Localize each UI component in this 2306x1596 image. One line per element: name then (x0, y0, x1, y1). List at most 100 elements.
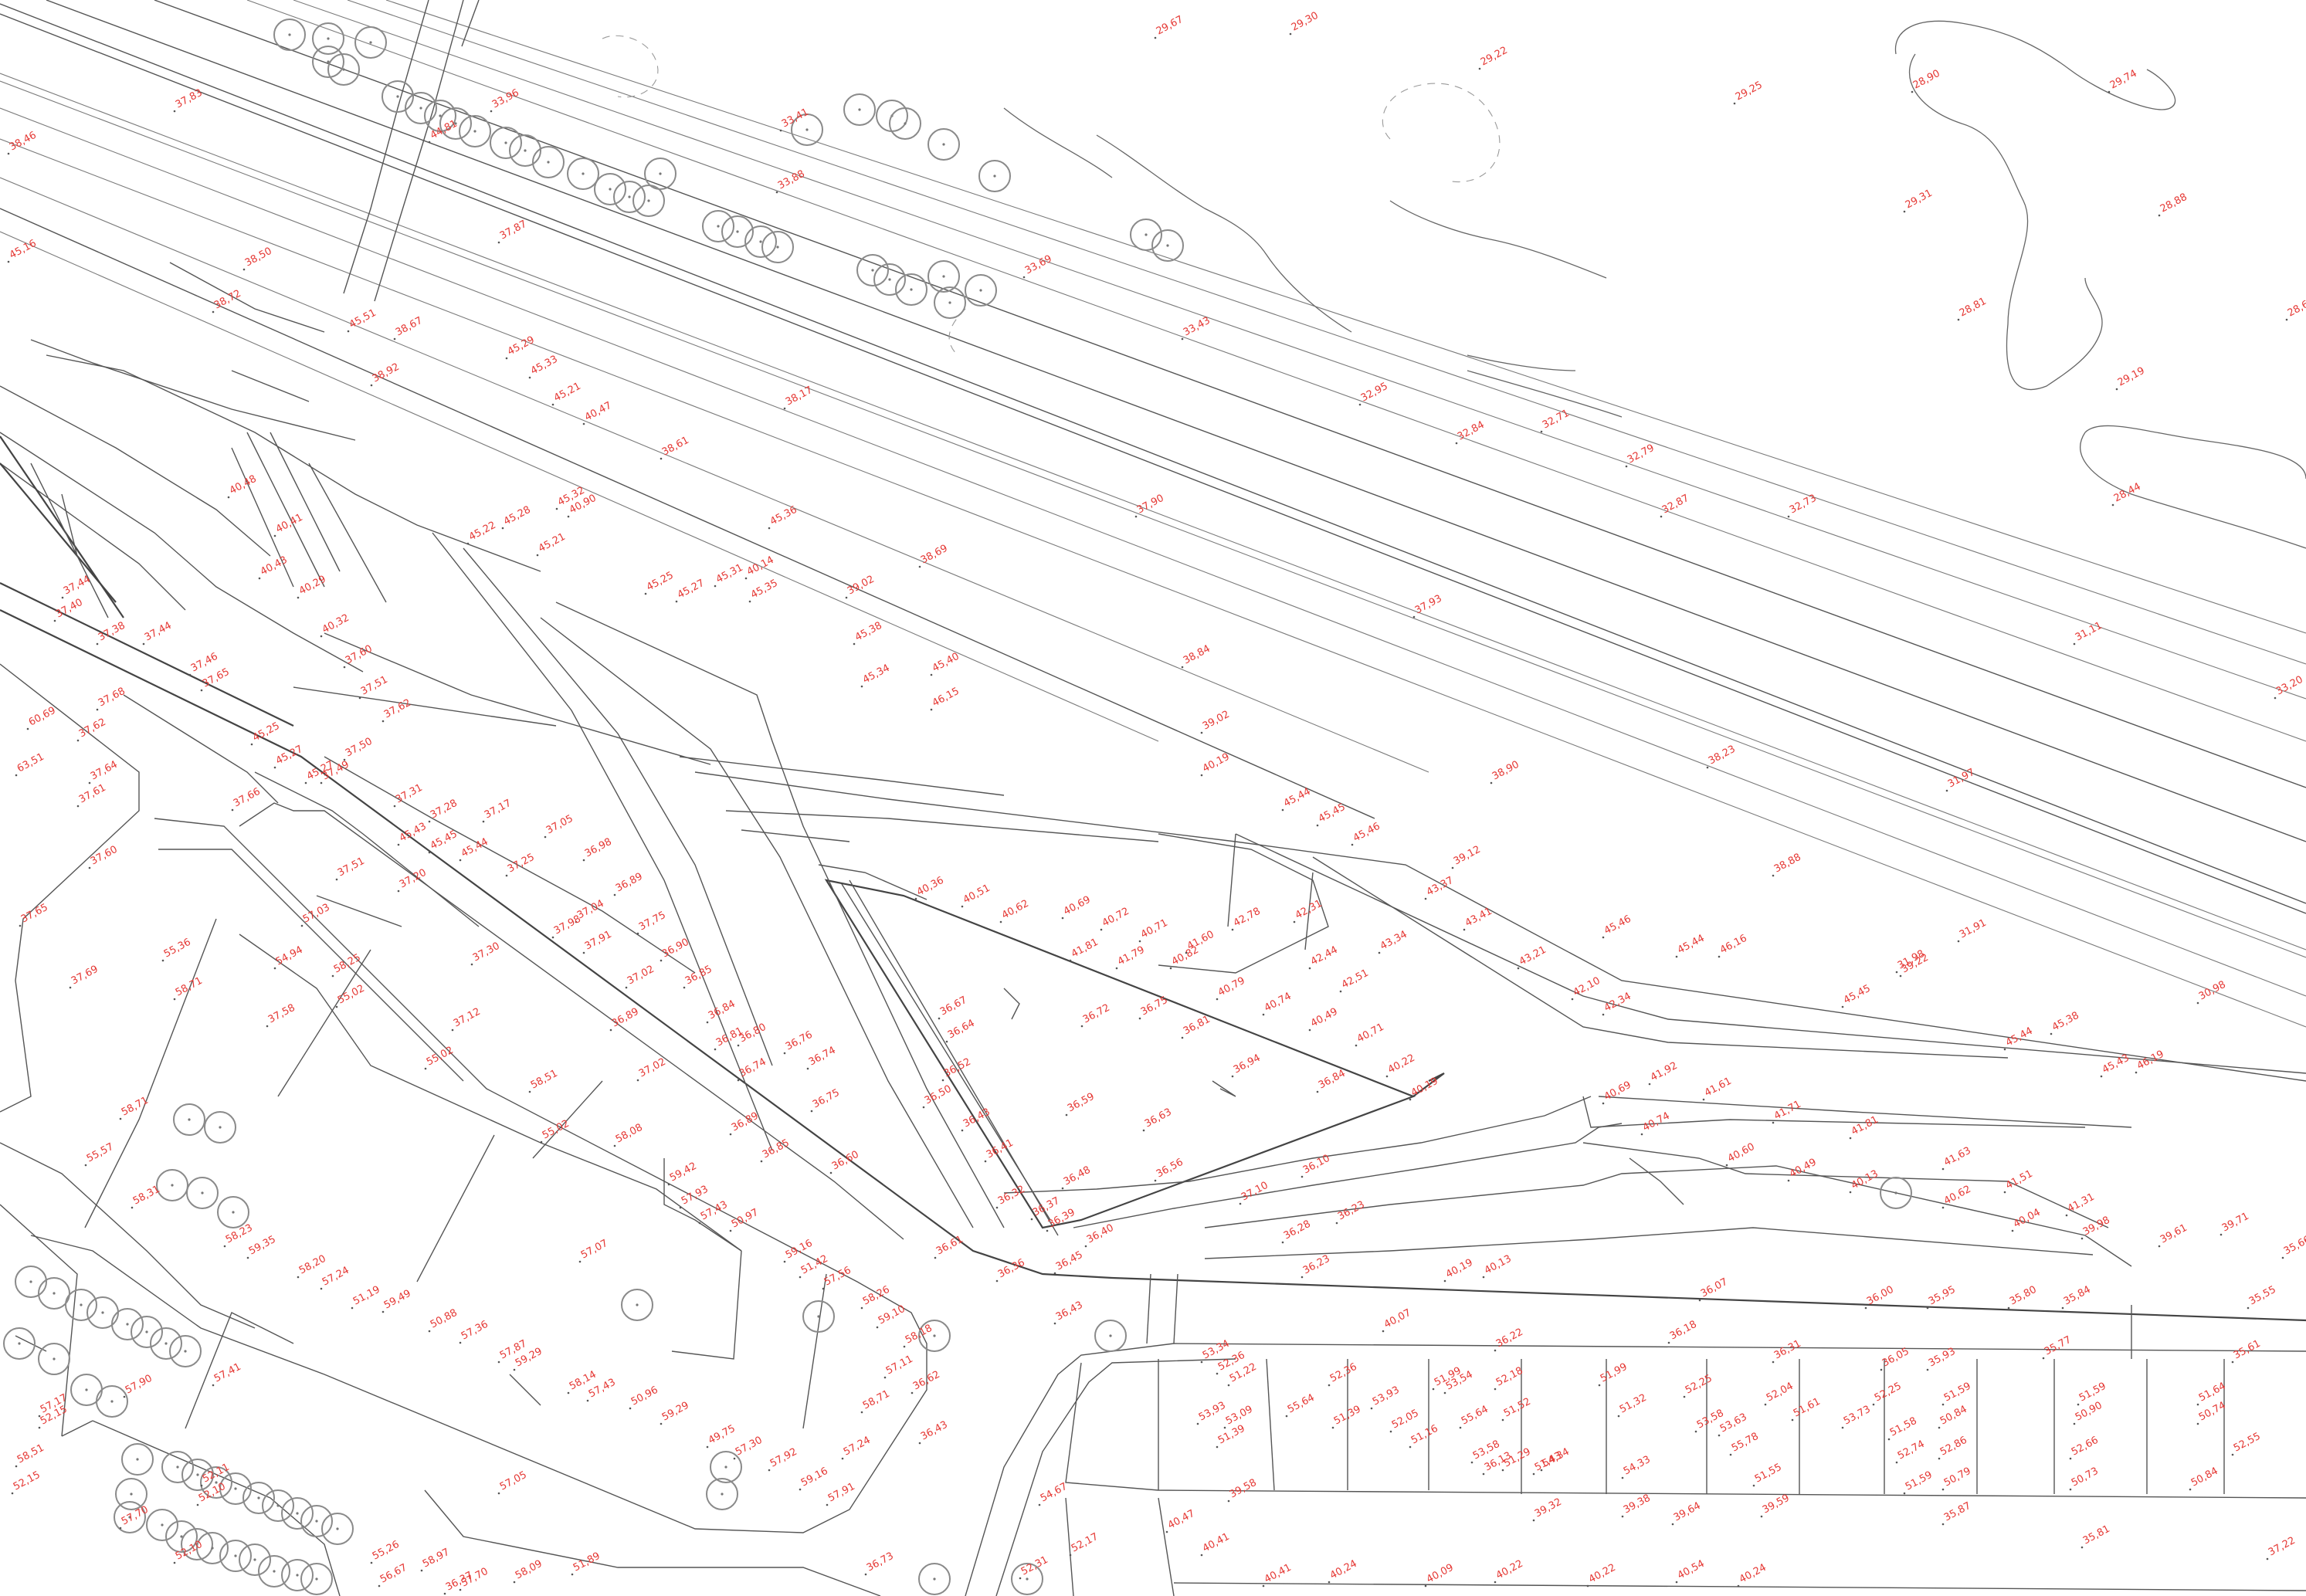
survey-point (88, 866, 91, 869)
elevation-label-dense: 45,29 (506, 334, 537, 358)
survey-point (903, 1345, 906, 1348)
survey-point (2011, 1229, 2014, 1232)
survey-point (1308, 1028, 1311, 1032)
tree-symbol (1011, 1563, 1043, 1595)
tree-symbol (424, 100, 456, 132)
survey-point (212, 310, 215, 313)
survey-point (335, 1005, 338, 1008)
elevation-label-dense: 36,84 (707, 998, 738, 1022)
tree-symbol (312, 22, 344, 55)
survey-point (119, 1117, 122, 1120)
survey-point (1617, 1415, 1620, 1418)
survey-point (1061, 917, 1064, 920)
survey-point (1602, 1102, 1605, 1105)
survey-point (748, 600, 751, 603)
survey-point (2158, 1245, 2161, 1248)
survey-point (1540, 1469, 1543, 1472)
survey-point (737, 1079, 740, 1082)
survey-point (826, 1503, 829, 1506)
survey-point (1903, 210, 1906, 213)
survey-point (15, 1465, 18, 1468)
tree-symbol (706, 1478, 738, 1510)
survey-point (1941, 1206, 1945, 1209)
elevation-label: 38,92 (371, 361, 402, 385)
survey-point (1532, 1519, 1535, 1522)
elevation-label: 40,13 (1483, 1253, 1514, 1277)
tree-symbol (96, 1385, 128, 1418)
survey-point (1941, 1488, 1945, 1491)
survey-point (961, 1129, 964, 1132)
tree-symbol (115, 1478, 148, 1510)
elevation-label-dense: 43,21 (1518, 944, 1548, 968)
tree-symbol (281, 1559, 314, 1591)
survey-point (783, 1052, 786, 1055)
survey-point (358, 696, 361, 700)
survey-point (1154, 36, 1157, 39)
survey-point (1725, 1164, 1728, 1167)
elevation-label: 58,97 (421, 1547, 452, 1571)
elevation-label: 36,00 (1865, 1284, 1896, 1308)
survey-point (660, 457, 663, 460)
elevation-label: 57,11 (884, 1354, 915, 1377)
elevation-label-dense: 45,45 (429, 828, 460, 852)
survey-point (1903, 1492, 1906, 1495)
survey-point (1100, 928, 1103, 931)
survey-point (961, 905, 964, 908)
plaza-terraces (0, 262, 2306, 1267)
elevation-label: 35,84 (2062, 1284, 2093, 1308)
elevation-label: 36,48 (1062, 1164, 1093, 1188)
tree-symbol (200, 1466, 232, 1499)
elevation-label-dense: 40,69 (1062, 894, 1093, 918)
elevation-label-dense: 36,89 (614, 871, 645, 895)
survey-point (273, 534, 276, 537)
survey-point (528, 1090, 531, 1093)
elevation-label: 29,31 (1904, 188, 1935, 212)
elevation-label: 37,61 (77, 782, 108, 806)
survey-point (1470, 1461, 1473, 1464)
survey-point (1165, 1530, 1168, 1533)
survey-point (1022, 276, 1026, 279)
survey-point (119, 1527, 122, 1530)
survey-point (1169, 967, 1172, 970)
survey-point (1061, 1187, 1064, 1190)
survey-point (2077, 1403, 2080, 1406)
survey-point (223, 1245, 226, 1248)
elevation-label-dense: 37,46 (189, 651, 220, 675)
elevation-label: 37,83 (174, 87, 205, 111)
elevation-label: 38,23 (1707, 744, 1738, 768)
elevation-label: 50,79 (1942, 1466, 1973, 1489)
elevation-label: 52,31 (1019, 1554, 1050, 1578)
survey-point (1378, 951, 1381, 954)
survey-point (2196, 1403, 2199, 1406)
elevation-label-dense: 40,74 (1641, 1110, 1672, 1134)
survey-point (1239, 1202, 1242, 1205)
elevation-label-dense: 36,43 (961, 1106, 992, 1130)
elevation-label: 52,17 (1070, 1531, 1100, 1555)
elevation-label: 33,43 (1182, 315, 1212, 339)
elevation-label-dense: 39,71 (2220, 1211, 2251, 1235)
elevation-label: 33,20 (2274, 674, 2305, 698)
survey-point (1200, 774, 1203, 777)
survey-point (1849, 1191, 1852, 1194)
elevation-label: 37,69 (70, 964, 100, 988)
survey-point (1339, 990, 1342, 993)
survey-point (1482, 1472, 1485, 1476)
elevation-label: 57,07 (579, 1238, 610, 1262)
elevation-label: 39,02 (1201, 709, 1232, 733)
elevation-label: 45,31 (714, 562, 745, 586)
elevation-label-dense: 36,67 (938, 995, 969, 1018)
survey-point (2274, 696, 2277, 700)
survey-point (1899, 974, 1902, 978)
elevation-label: 51,59 (1904, 1469, 1935, 1493)
elevation-label: 59,35 (247, 1234, 278, 1258)
elevation-label-dense: 41,61 (1703, 1076, 1734, 1100)
elevation-label: 37,02 (626, 964, 656, 988)
survey-point (1301, 1276, 1304, 1279)
survey-point (930, 708, 933, 711)
elevation-label-dense: 37,50 (344, 736, 375, 760)
tree-symbol (217, 1196, 249, 1228)
tree-symbol (3, 1327, 36, 1360)
elevation-label: 57,03 (301, 902, 332, 926)
tree-symbol (204, 1111, 236, 1144)
